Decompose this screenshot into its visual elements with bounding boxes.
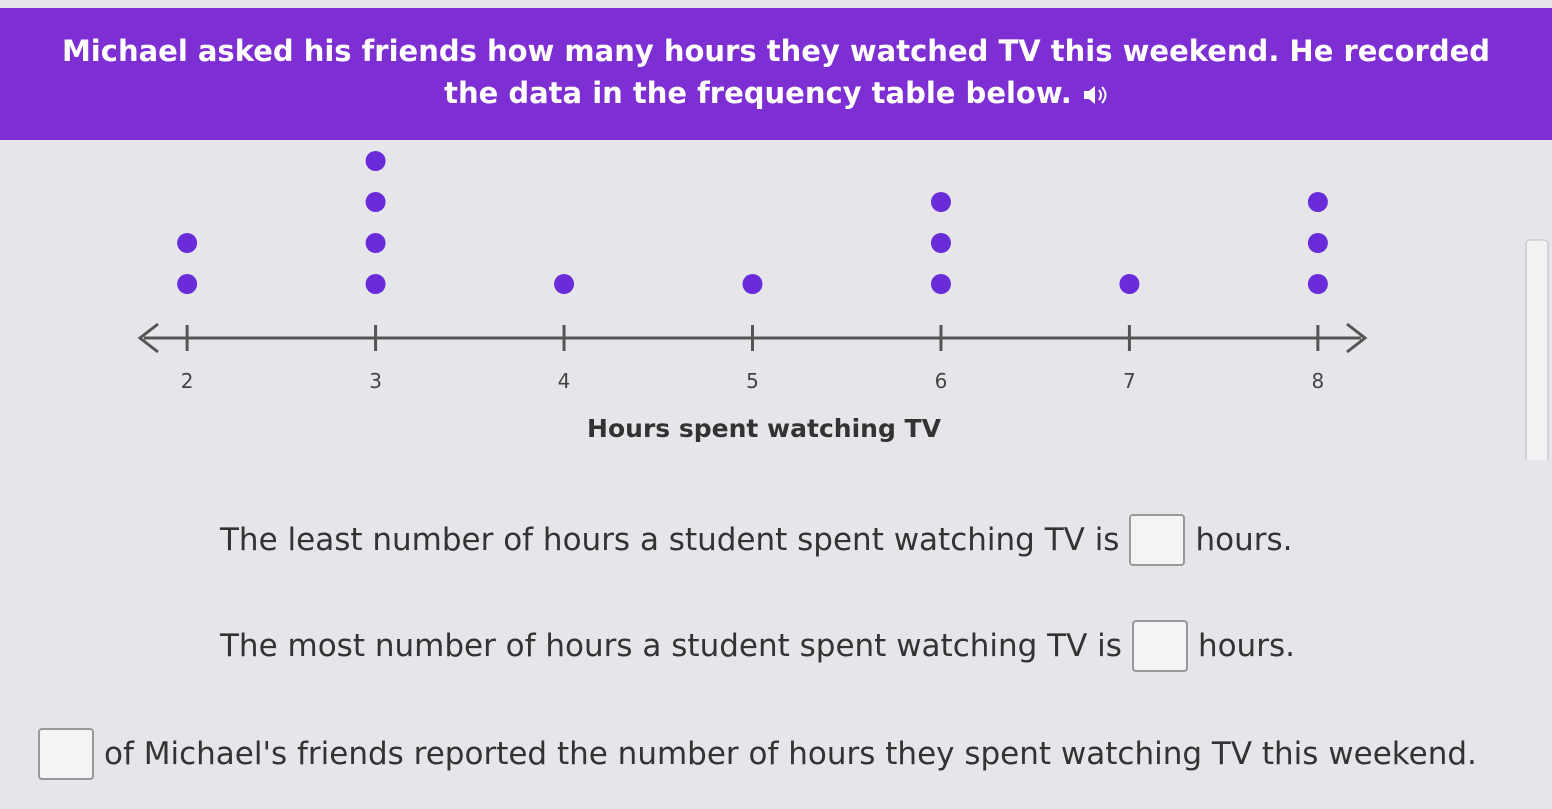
text: of Michael's friends reported the number… (104, 736, 1477, 772)
text: The most number of hours a student spent… (220, 628, 1122, 664)
axis-arrow (1346, 322, 1368, 354)
header: Michael asked his friends how many hours… (0, 8, 1552, 140)
dot (365, 233, 386, 253)
x-tick-label: 4 (558, 369, 571, 393)
question-3: of Michael's friends reported the number… (38, 728, 1477, 780)
speaker-icon[interactable] (1082, 84, 1108, 106)
answer-input[interactable] (1129, 514, 1186, 566)
dot (177, 274, 198, 294)
text: The least number of hours a student spen… (220, 522, 1120, 558)
answer-input[interactable] (38, 728, 94, 780)
dot (365, 192, 386, 212)
x-axis-label: Hours spent watching TV (587, 414, 942, 443)
dot (1307, 274, 1328, 294)
text: hours. (1197, 628, 1295, 664)
dot (930, 233, 951, 253)
dot (365, 274, 386, 294)
x-tick-label: 5 (746, 369, 759, 393)
x-tick-label: 6 (935, 369, 948, 393)
dot (930, 274, 951, 294)
chart: Hours spent watching TV 2 3 4 5 6 7 8 (137, 151, 1549, 460)
question-1: The least number of hours a student spen… (220, 514, 1292, 566)
prompt: Michael asked his friends how many hours… (61, 34, 1491, 110)
axis-arrow (137, 322, 159, 354)
x-tick-label: 3 (369, 369, 382, 393)
dot (1119, 274, 1140, 294)
x-tick-label: 7 (1123, 369, 1136, 393)
text: hours. (1195, 522, 1293, 558)
question-2: The most number of hours a student spent… (220, 620, 1295, 672)
dot (1307, 233, 1328, 253)
dot (930, 192, 951, 212)
dot (742, 274, 763, 294)
dot (554, 274, 575, 294)
x-tick-label: 8 (1312, 369, 1325, 393)
x-tick-label: 2 (181, 369, 194, 393)
dot (1307, 192, 1328, 212)
answer-input[interactable] (1131, 620, 1188, 672)
dot (365, 151, 386, 171)
dot (177, 233, 198, 253)
sidebar[interactable] (1525, 239, 1549, 460)
